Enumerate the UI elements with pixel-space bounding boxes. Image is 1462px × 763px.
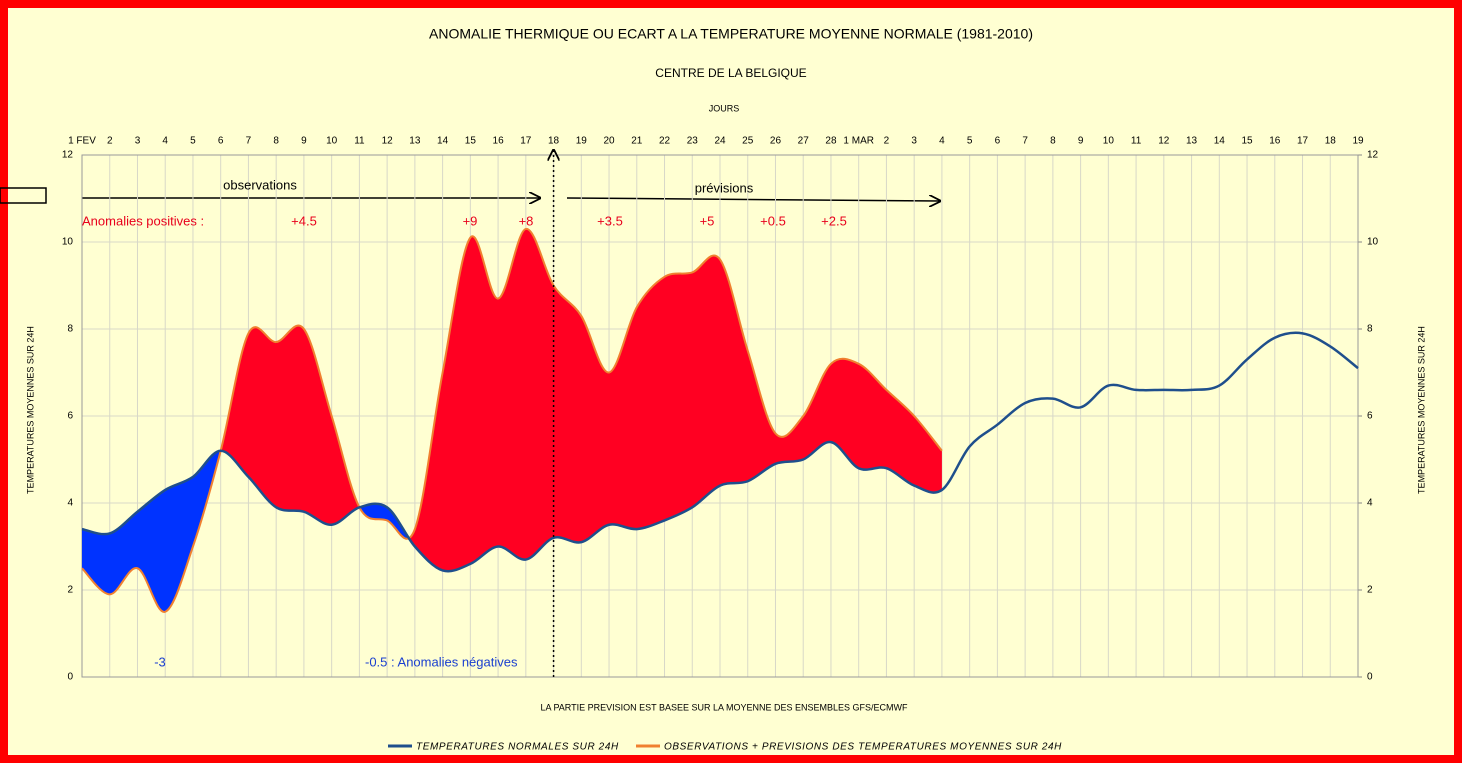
x-tick-label: 18 bbox=[548, 136, 560, 147]
x-tick-label: 2 bbox=[107, 136, 113, 147]
x-tick-label: 19 bbox=[576, 136, 588, 147]
y-tick-label: 8 bbox=[67, 324, 73, 335]
y-tick-label: 0 bbox=[67, 672, 73, 683]
x-tick-label: 4 bbox=[939, 136, 945, 147]
x-tick-label: 17 bbox=[520, 136, 532, 147]
x-tick-label: 13 bbox=[409, 136, 421, 147]
x-tick-label: 9 bbox=[1078, 136, 1084, 147]
legend-label: OBSERVATIONS + PREVISIONS DES TEMPERATUR… bbox=[664, 742, 1062, 753]
x-tick-label: 6 bbox=[218, 136, 224, 147]
y2-tick-label: 8 bbox=[1367, 324, 1373, 335]
chart-subtitle: CENTRE DE LA BELGIQUE bbox=[655, 66, 806, 80]
y-tick-label: 10 bbox=[62, 237, 74, 248]
x-tick-label: 7 bbox=[246, 136, 252, 147]
y2-tick-label: 2 bbox=[1367, 585, 1373, 596]
annotation: +0.5 bbox=[760, 213, 786, 228]
x-tick-label: 26 bbox=[770, 136, 782, 147]
x-tick-label: 9 bbox=[301, 136, 307, 147]
x-tick-label: 21 bbox=[631, 136, 643, 147]
annotation: +4.5 bbox=[291, 213, 317, 228]
x-tick-label: 1 FEV bbox=[68, 136, 96, 147]
y-tick-label: 12 bbox=[62, 150, 74, 161]
x-tick-label: 19 bbox=[1352, 136, 1364, 147]
forecast-arrow bbox=[566, 198, 940, 201]
x-tick-label: 11 bbox=[354, 136, 365, 147]
legend-label: TEMPERATURES NORMALES SUR 24H bbox=[416, 742, 619, 753]
y2-axis-title: TEMPERATURES MOYENNES SUR 24H bbox=[1416, 326, 1426, 494]
note: LA PARTIE PREVISION EST BASEE SUR LA MOY… bbox=[540, 702, 908, 712]
annotation: -3 bbox=[154, 654, 166, 669]
y-tick-label: 6 bbox=[67, 411, 73, 422]
chart-title: ANOMALIE THERMIQUE OU ECART A LA TEMPERA… bbox=[429, 26, 1033, 42]
y-tick-label: 4 bbox=[67, 498, 73, 509]
series-line bbox=[81, 331, 1359, 573]
x-tick-label: 16 bbox=[493, 136, 505, 147]
x-tick-label: 13 bbox=[1186, 136, 1198, 147]
x-tick-label: 17 bbox=[1297, 136, 1309, 147]
x-tick-label: 7 bbox=[1022, 136, 1028, 147]
x-tick-label: 10 bbox=[326, 136, 338, 147]
selection-box bbox=[0, 187, 47, 204]
y-axis-title: TEMPERATURES MOYENNES SUR 24H bbox=[25, 326, 35, 494]
y2-tick-label: 12 bbox=[1367, 150, 1379, 161]
x-tick-label: 14 bbox=[437, 136, 449, 147]
annotation: -0.5 : Anomalies négatives bbox=[365, 654, 518, 669]
x-tick-label: 1 MAR bbox=[843, 136, 874, 147]
x-tick-label: 28 bbox=[825, 136, 837, 147]
y-tick-label: 2 bbox=[67, 585, 73, 596]
x-tick-label: 5 bbox=[190, 136, 196, 147]
x-tick-label: 2 bbox=[884, 136, 890, 147]
y2-tick-label: 6 bbox=[1367, 411, 1373, 422]
x-tick-label: 20 bbox=[603, 136, 615, 147]
x-tick-label: 25 bbox=[742, 136, 754, 147]
annotation: Anomalies positives : bbox=[82, 213, 204, 228]
x-tick-label: 24 bbox=[714, 136, 726, 147]
x-tick-label: 5 bbox=[967, 136, 973, 147]
x-tick-label: 15 bbox=[465, 136, 477, 147]
x-tick-label: 8 bbox=[273, 136, 279, 147]
annotation: +8 bbox=[519, 213, 534, 228]
x-tick-label: 12 bbox=[1158, 136, 1170, 147]
x-axis-title: JOURS bbox=[709, 103, 740, 113]
x-tick-label: 12 bbox=[382, 136, 394, 147]
annotation: +5 bbox=[700, 213, 715, 228]
x-tick-label: 4 bbox=[162, 136, 168, 147]
x-tick-label: 18 bbox=[1325, 136, 1337, 147]
x-tick-label: 11 bbox=[1131, 136, 1142, 147]
annotation: observations bbox=[223, 177, 297, 192]
y2-tick-label: 4 bbox=[1367, 498, 1373, 509]
x-tick-label: 6 bbox=[995, 136, 1001, 147]
x-tick-label: 8 bbox=[1050, 136, 1056, 147]
x-tick-label: 23 bbox=[687, 136, 699, 147]
annotation: +9 bbox=[463, 213, 478, 228]
y2-tick-label: 10 bbox=[1367, 237, 1379, 248]
x-tick-label: 10 bbox=[1103, 136, 1115, 147]
x-tick-label: 3 bbox=[911, 136, 917, 147]
x-tick-label: 15 bbox=[1241, 136, 1253, 147]
annotation: +2.5 bbox=[821, 213, 847, 228]
annotation: +3.5 bbox=[597, 213, 623, 228]
annotation: prévisions bbox=[695, 180, 754, 195]
x-tick-label: 22 bbox=[659, 136, 671, 147]
y2-tick-label: 0 bbox=[1367, 672, 1373, 683]
x-tick-label: 3 bbox=[135, 136, 141, 147]
plot-frame bbox=[81, 154, 1359, 678]
x-tick-label: 27 bbox=[798, 136, 810, 147]
x-tick-label: 16 bbox=[1269, 136, 1281, 147]
x-tick-label: 14 bbox=[1214, 136, 1226, 147]
series-line bbox=[81, 227, 943, 613]
